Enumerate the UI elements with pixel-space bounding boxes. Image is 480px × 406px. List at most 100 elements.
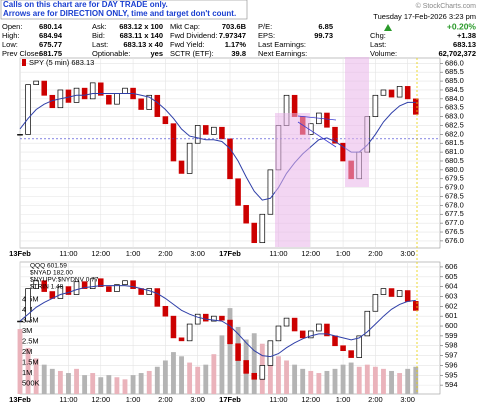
candle: [202, 125, 209, 135]
volume-bar: [130, 375, 136, 394]
y-tick-label: 678.0: [445, 200, 464, 209]
candle: [412, 98, 419, 115]
candle: [170, 315, 177, 339]
x-tick-label: 3:00: [190, 395, 205, 404]
volume-bar: [405, 368, 411, 394]
volume-bar: [171, 352, 176, 394]
legend-entry: $TRIN 1.48: [30, 284, 64, 291]
volume-bar: [41, 364, 47, 394]
volume-bar: [372, 366, 378, 394]
volume-bar: [179, 356, 184, 394]
candle: [65, 286, 72, 295]
info-label: Low:: [2, 40, 18, 49]
x-tick-label: 3:00: [400, 249, 415, 258]
x-tick-label: 1:00: [126, 395, 141, 404]
candle: [388, 288, 395, 297]
info-label: Last Earnings:: [258, 40, 306, 49]
price-panel: 13Feb 11:00 12:00 1:00 2:00 3:00 17Feb 11:00 12:…: [9, 58, 464, 258]
volume-bar: [324, 370, 330, 394]
candle: [17, 134, 23, 136]
candle: [186, 323, 193, 342]
x-tick-label: 17Feb: [219, 395, 241, 404]
volume-bar: [162, 360, 168, 394]
info-label: Next Earnings:: [258, 49, 307, 58]
candle: [106, 94, 112, 105]
x-tick-label: 1:00: [126, 249, 141, 258]
volume-bar: [211, 354, 217, 394]
volume-bar: [227, 308, 233, 394]
y-tick-label: 602: [445, 301, 458, 310]
x-tick-label: 13Feb: [9, 395, 31, 404]
highlight-box: [345, 57, 369, 187]
candle: [348, 350, 354, 358]
candle: [81, 281, 88, 289]
volume-bar: [82, 375, 88, 394]
x-tick-label: 2:00: [368, 395, 383, 404]
x-tick-label: 12:00: [301, 395, 320, 404]
candle: [243, 205, 249, 224]
volume-bar: [397, 373, 403, 394]
candle: [267, 340, 274, 366]
y-tick-label: 677.5: [445, 209, 464, 218]
y-tick-label: 601: [445, 311, 458, 320]
volume-bar: [356, 366, 362, 394]
y-tick-label: 594: [445, 380, 458, 389]
y-tick-label: 603: [445, 291, 458, 300]
volume-bar: [17, 329, 23, 394]
info-value: 39.8: [231, 49, 246, 58]
volume-bar: [219, 335, 225, 394]
legend-entry: $NYUPV:$NYDNV 0.77: [30, 277, 99, 284]
x-tick-label: 2:00: [158, 249, 173, 258]
info-label: Bid:: [92, 31, 105, 40]
info-value: 683.12 x 100: [119, 22, 163, 31]
y-tick-label: 596: [445, 360, 458, 369]
volume-bar: [292, 364, 298, 394]
candle: [307, 330, 314, 339]
volume-bar: [413, 366, 419, 394]
candle: [25, 84, 31, 135]
candle: [356, 335, 363, 358]
info-label: Prev Close:: [2, 49, 41, 58]
x-tick-label: 17Feb: [219, 249, 241, 258]
volume-bar: [90, 373, 96, 394]
x-tick-label: 11:00: [59, 249, 77, 258]
candle: [89, 278, 96, 289]
candle: [154, 288, 161, 307]
volume-tick-label: 2M: [22, 347, 32, 356]
candle: [324, 112, 330, 128]
info-label: Ask:: [92, 22, 107, 31]
volume-bar: [98, 377, 104, 394]
volume-bar: [114, 377, 120, 394]
info-value: 680.14: [39, 22, 63, 31]
info-value: 675.77: [39, 40, 62, 49]
candle: [97, 82, 104, 96]
y-tick-label: 676.5: [445, 227, 464, 236]
up-arrow: [384, 24, 392, 31]
volume-bar: [25, 347, 31, 394]
candle: [138, 98, 144, 110]
volume-bar: [284, 360, 289, 394]
quote-label: Chg:: [370, 31, 386, 40]
volume-bar: [316, 373, 322, 394]
volume-bar: [267, 350, 273, 394]
y-tick-label: 683.5: [445, 103, 464, 112]
lower-panel: 13Feb 11:00 12:00 1:00 2:00 3:00 17Feb 11:00 12:…: [9, 262, 457, 404]
candle: [291, 317, 298, 332]
volume-bar: [389, 370, 394, 394]
quote-value: 62,702,372: [438, 49, 476, 58]
candle: [316, 323, 322, 332]
candle: [146, 94, 153, 110]
info-label: SCTR (ETF):: [170, 49, 214, 58]
volume-bar: [122, 379, 128, 394]
candle: [89, 82, 96, 100]
volume-bar: [203, 364, 209, 394]
y-tick-label: 677.0: [445, 218, 464, 227]
quote-label: Last:: [370, 40, 386, 49]
moving-average: [19, 285, 416, 358]
candle: [372, 294, 379, 312]
candle: [41, 280, 48, 292]
y-tick-label: 684.0: [445, 94, 464, 103]
candle: [17, 320, 23, 323]
info-value: yes: [150, 49, 163, 58]
candle: [162, 305, 169, 317]
